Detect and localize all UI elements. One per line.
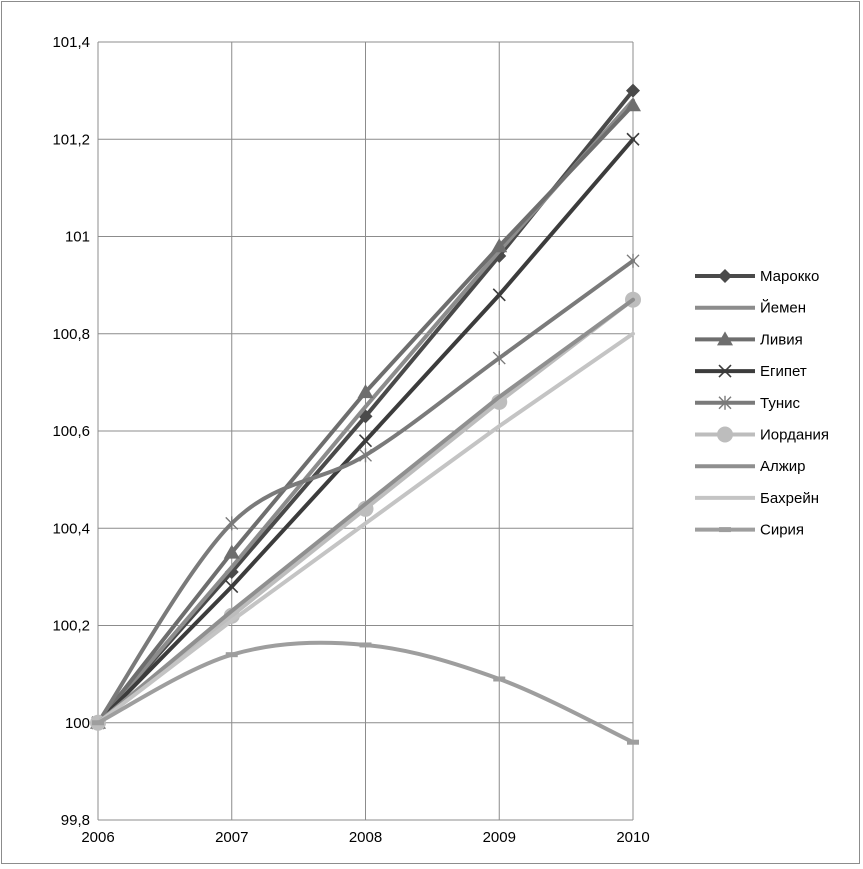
legend-label: Иордания <box>760 427 829 444</box>
x-tick-label: 2009 <box>483 829 516 846</box>
y-tick-label: 101 <box>65 229 90 246</box>
legend-item: Йемен <box>695 299 806 317</box>
x-tick-label: 2008 <box>349 829 382 846</box>
legend-swatch-marker <box>718 269 732 283</box>
legend-swatch-marker <box>719 527 731 532</box>
legend: Марокко Йемен Ливия Египет Тунис Иордания Алжи… <box>695 268 829 539</box>
legend-item: Бахрейн <box>695 490 819 507</box>
legend-label: Йемен <box>760 299 806 317</box>
data-point <box>226 516 238 530</box>
data-point <box>627 254 639 268</box>
x-axis-ticks: 2006 2007 2008 2009 2010 <box>81 829 649 846</box>
x-tick-label: 2007 <box>215 829 248 846</box>
data-point <box>360 448 372 462</box>
y-tick-label: 100,4 <box>52 520 90 537</box>
y-tick-label: 100 <box>65 715 90 732</box>
legend-label: Ливия <box>760 331 803 348</box>
legend-item: Алжир <box>695 458 806 475</box>
legend-label: Тунис <box>760 395 800 412</box>
legend-item: Тунис <box>695 395 800 412</box>
legend-label: Бахрейн <box>760 490 819 507</box>
legend-label: Алжир <box>760 458 806 475</box>
legend-swatch-marker <box>717 427 733 443</box>
legend-item: Ливия <box>695 331 803 348</box>
legend-label: Египет <box>760 363 807 380</box>
legend-item: Иордания <box>695 427 829 444</box>
data-point <box>226 652 238 657</box>
y-tick-label: 99,8 <box>61 812 90 829</box>
x-tick-label: 2010 <box>616 829 649 846</box>
y-axis-ticks: 99,8 100 100,2 100,4 100,6 100,8 101 101,2 101,4 <box>52 34 90 829</box>
data-point <box>493 676 505 681</box>
data-point <box>92 720 104 725</box>
y-tick-label: 100,8 <box>52 326 90 343</box>
y-tick-label: 100,2 <box>52 618 90 635</box>
legend-label: Марокко <box>760 268 819 285</box>
legend-item: Египет <box>695 363 807 380</box>
data-point <box>627 740 639 745</box>
y-tick-label: 101,2 <box>52 131 90 148</box>
y-tick-label: 101,4 <box>52 34 90 51</box>
legend-item: Сирия <box>695 522 804 539</box>
y-tick-label: 100,6 <box>52 423 90 440</box>
legend-item: Марокко <box>695 268 819 285</box>
data-point <box>360 642 372 647</box>
data-point <box>493 351 505 365</box>
legend-label: Сирия <box>760 522 804 539</box>
x-tick-label: 2006 <box>81 829 114 846</box>
